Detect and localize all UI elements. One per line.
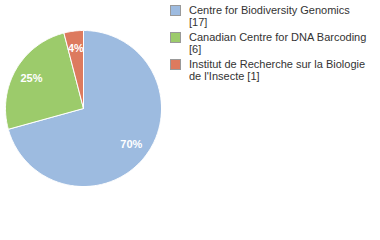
html-text:Centre for Biodiversity Genomi: Centre for Biodiversity Genomics [17] <box>189 4 350 28</box>
html-text:Canadian Centre for DNA Barcod: Canadian Centre for DNA Barcoding [6] <box>189 31 367 55</box>
svg-text:4%: 4% <box>68 42 84 54</box>
svg-text:70%: 70% <box>120 138 142 150</box>
html-text:Institut de Recherche sur la B: Institut de Recherche sur la Biologie de… <box>189 58 366 82</box>
svg-text:25%: 25% <box>20 72 42 84</box>
